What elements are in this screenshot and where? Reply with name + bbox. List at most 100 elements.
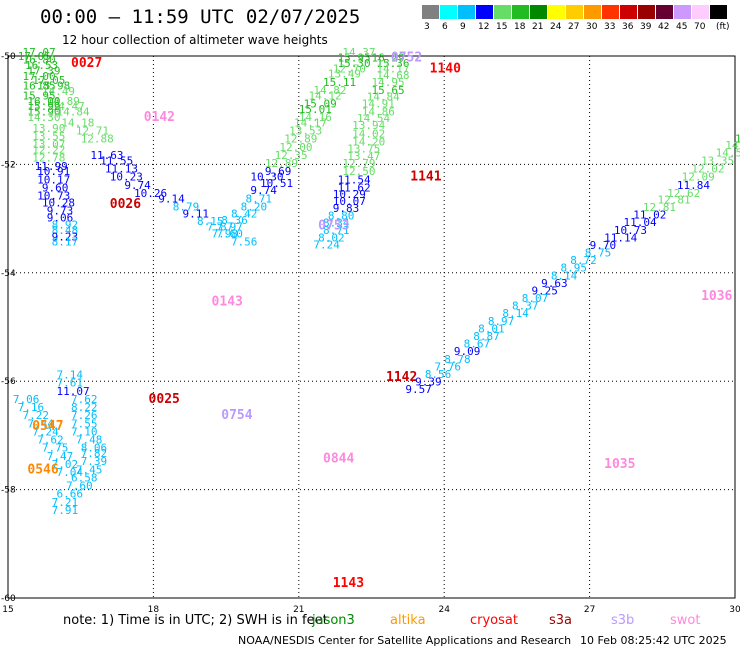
satellite-label-jason3: jason3 [312, 613, 355, 628]
wave-value: 8.95 [561, 262, 588, 275]
wave-value: 7.02 [52, 458, 78, 471]
legend-label: 9 [460, 22, 466, 32]
legend-swatch [530, 5, 547, 19]
legend-swatch [602, 5, 619, 19]
wave-value: 10.30 [250, 171, 283, 184]
wave-value: 13.55 [32, 130, 65, 143]
wave-value: 14.95 [372, 76, 405, 89]
satellite-label-s3a: s3a [549, 613, 573, 628]
wave-value: 7.76 [435, 360, 462, 373]
legend-swatch [440, 5, 457, 19]
pass-time-label: 0142 [144, 110, 175, 125]
wave-value: 7.44 [27, 417, 54, 430]
wave-value: 15.95 [338, 51, 371, 64]
wave-value: 15.90 [27, 106, 60, 119]
wave-value: 8.92 [52, 218, 78, 231]
wave-value: 9.74 [250, 184, 277, 197]
pass-time-label: 1142 [386, 370, 417, 385]
wave-value: 13.47 [347, 150, 380, 163]
wave-value: 14.82 [313, 84, 346, 97]
wave-value: 8.17 [52, 236, 78, 249]
x-tick-label: 27 [584, 605, 595, 615]
wave-value: 7.62 [71, 393, 98, 406]
y-tick-label: -52 [1, 160, 16, 170]
wave-value: 6.58 [71, 471, 98, 484]
wave-value: 15.98 [37, 80, 70, 93]
wave-value: 7.21 [52, 496, 78, 509]
wave-value: 7.82 [81, 447, 108, 460]
wave-value: 7.91 [52, 504, 78, 517]
wave-value: 14.16 [299, 111, 332, 124]
wave-value: 11.02 [633, 209, 666, 222]
wave-value: 15.01 [299, 103, 332, 116]
wave-value: 15.99 [27, 100, 60, 113]
wave-value: 12.88 [81, 133, 114, 146]
wave-value: 8.36 [221, 214, 248, 227]
wave-value: 13.90 [32, 122, 65, 135]
wave-value: 10.73 [37, 190, 70, 203]
wave-value: 8.37 [512, 300, 539, 313]
wave-value: 14.55 [716, 146, 740, 159]
wave-value: 13.35 [701, 154, 734, 167]
legend-label: 24 [550, 22, 562, 32]
wave-value: 12.22 [32, 144, 65, 157]
wave-value: 11.54 [338, 173, 371, 186]
wave-value: 15.65 [372, 84, 405, 97]
y-tick-label: -50 [1, 52, 16, 62]
wave-value: 7.04 [56, 466, 83, 479]
wave-value: 10.29 [333, 188, 366, 201]
legend-swatch [548, 5, 565, 19]
pass-time-label: 0844 [323, 452, 354, 467]
wave-value: 11.84 [677, 179, 710, 192]
wave-value: 14.89 [47, 95, 80, 108]
wave-value: 8.02 [318, 231, 345, 244]
wave-value: 15.36 [376, 57, 409, 70]
wave-value: 8.67 [464, 338, 491, 351]
wave-value: 8.06 [81, 442, 108, 455]
wave-value: 7.87 [207, 221, 234, 234]
wave-value: 8.14 [502, 307, 529, 320]
legend-swatch [620, 5, 637, 19]
footer-note: note: 1) Time is in UTC; 2) SWH is in fe… [63, 613, 328, 628]
wave-value: 7.55 [71, 417, 98, 430]
wave-value: 8.72 [570, 254, 597, 267]
legend-swatch [566, 5, 583, 19]
wave-value: 17.05 [18, 50, 51, 63]
wave-value: 13.07 [32, 138, 65, 151]
wave-value: 8.42 [231, 208, 257, 221]
wave-value: 14.80 [725, 139, 740, 152]
wave-value: 14.18 [61, 116, 94, 129]
wave-value: 10.07 [333, 195, 366, 208]
track-1: 17.0717.0516.8016.5317.3917.0017.0516.85… [18, 46, 238, 249]
wave-value: 16.00 [27, 95, 60, 108]
wave-value: 8.80 [328, 210, 355, 223]
wave-value: 7.97 [216, 221, 243, 234]
wave-value: 6.66 [56, 488, 83, 501]
pass-time-label: 0025 [149, 392, 180, 407]
wave-value: 9.25 [531, 284, 558, 297]
legend-swatch [494, 5, 511, 19]
x-tick-label: 15 [2, 605, 13, 615]
wave-value: 17.39 [27, 64, 60, 77]
wave-value: 13.94 [352, 119, 385, 132]
wave-value: 12.89 [284, 133, 317, 146]
wave-value: 11.55 [100, 154, 133, 167]
wave-value: 15.30 [338, 57, 371, 70]
wave-value: 17.05 [32, 74, 65, 87]
wave-value: 12.00 [279, 141, 312, 154]
wave-value: 17.07 [23, 46, 56, 59]
credit-line: NOAA/NESDIS Center for Satellite Applica… [238, 634, 572, 647]
wave-value: 9.06 [47, 211, 73, 224]
wave-value: 9.74 [124, 179, 151, 192]
wave-value: 10.73 [614, 224, 647, 237]
track-6: 1514.8014.5513.3512.0212.0911.8412.6212.… [405, 133, 740, 396]
wave-value: 8.79 [173, 200, 200, 213]
wave-value: 7.26 [71, 409, 98, 422]
wave-value: 12.70 [333, 62, 366, 75]
wave-value: 10.28 [42, 197, 75, 210]
wave-value: 11.62 [338, 182, 371, 195]
wave-value: 12.78 [32, 152, 65, 165]
wave-value: 12.09 [682, 171, 715, 184]
pass-times: 0027 0142 0026 0143 0025 0754 0547 0546 0753 0752… [27, 50, 732, 591]
wave-value: 15 [735, 133, 740, 146]
